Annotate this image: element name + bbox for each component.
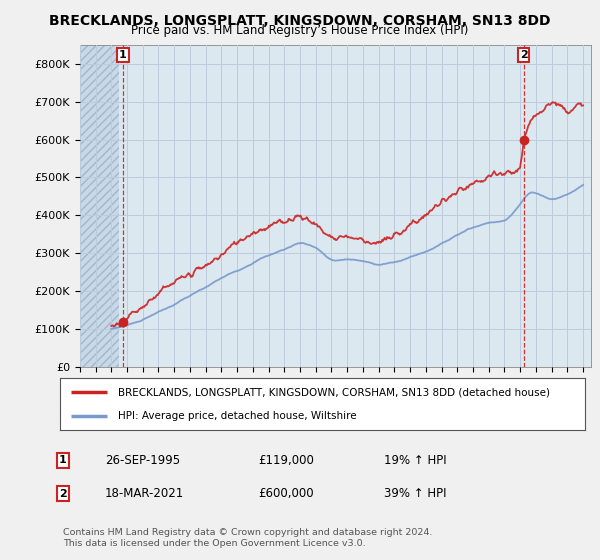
Text: 39% ↑ HPI: 39% ↑ HPI [384, 487, 446, 501]
Text: This data is licensed under the Open Government Licence v3.0.: This data is licensed under the Open Gov… [63, 539, 365, 548]
Text: 1: 1 [119, 50, 127, 59]
Text: Price paid vs. HM Land Registry’s House Price Index (HPI): Price paid vs. HM Land Registry’s House … [131, 24, 469, 37]
Text: Contains HM Land Registry data © Crown copyright and database right 2024.: Contains HM Land Registry data © Crown c… [63, 528, 433, 536]
Text: BRECKLANDS, LONGSPLATT, KINGSDOWN, CORSHAM, SN13 8DD: BRECKLANDS, LONGSPLATT, KINGSDOWN, CORSH… [49, 14, 551, 28]
Text: BRECKLANDS, LONGSPLATT, KINGSDOWN, CORSHAM, SN13 8DD (detached house): BRECKLANDS, LONGSPLATT, KINGSDOWN, CORSH… [118, 387, 550, 397]
Text: 2: 2 [520, 50, 527, 59]
Text: 19% ↑ HPI: 19% ↑ HPI [384, 454, 446, 467]
Text: 26-SEP-1995: 26-SEP-1995 [105, 454, 180, 467]
Text: 1: 1 [59, 455, 67, 465]
Text: £600,000: £600,000 [258, 487, 314, 501]
Text: HPI: Average price, detached house, Wiltshire: HPI: Average price, detached house, Wilt… [118, 411, 356, 421]
Bar [80, 45, 119, 367]
Text: 2: 2 [59, 489, 67, 499]
Text: £119,000: £119,000 [258, 454, 314, 467]
Text: 18-MAR-2021: 18-MAR-2021 [105, 487, 184, 501]
